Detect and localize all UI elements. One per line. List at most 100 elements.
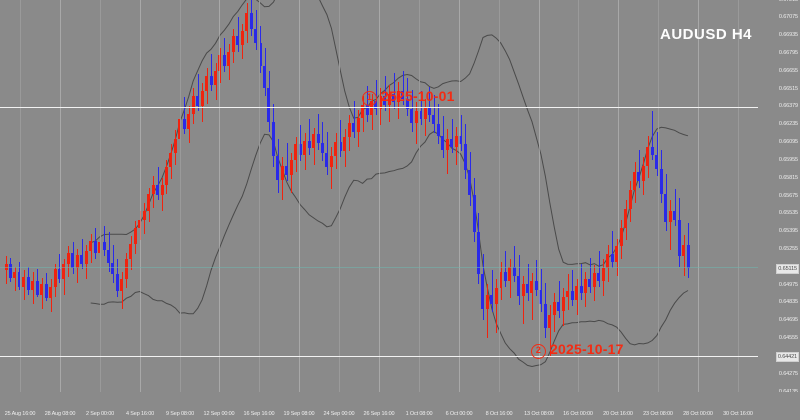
candle-wick: [581, 264, 582, 300]
candle-wick: [331, 147, 332, 189]
candle-body: [477, 232, 480, 275]
candle-body: [294, 144, 297, 160]
candle-body: [517, 275, 520, 296]
price-tick: 0.64555: [778, 335, 798, 341]
price-chart-canvas[interactable]: [0, 0, 758, 392]
candle-wick: [505, 251, 506, 287]
candle-body: [508, 266, 511, 281]
candle-body: [62, 264, 65, 280]
gridline-vertical: [180, 0, 181, 392]
candle-body: [366, 105, 369, 116]
candle-body: [664, 194, 667, 223]
candle-body: [410, 108, 413, 123]
price-axis[interactable]: 0.67215 0.67075 0.66935 0.66795 0.66655 0.665…: [758, 0, 800, 392]
candle-body: [352, 122, 355, 132]
candle-body: [169, 153, 172, 168]
time-tick: 9 Sep 08:00: [165, 411, 195, 417]
candle-body: [125, 259, 128, 280]
time-tick: 28 Oct 00:00: [683, 411, 713, 417]
gridline-vertical: [299, 0, 300, 392]
time-axis[interactable]: 25 Aug 16:00 28 Aug 08:00 2 Sep 00:00 4 Sep…: [0, 392, 800, 420]
candle-body: [437, 124, 440, 136]
candle-wick: [322, 121, 323, 161]
candle-body: [530, 280, 533, 294]
candle-body: [89, 241, 92, 252]
candle-body: [299, 144, 302, 155]
candle-wick: [675, 189, 676, 226]
candle-wick: [318, 113, 319, 150]
candle-body: [553, 302, 556, 315]
time-tick: 28 Aug 08:00: [44, 411, 76, 417]
candle-body: [272, 121, 275, 156]
candle-body: [205, 75, 208, 91]
time-tick: 6 Oct 00:00: [445, 411, 473, 417]
candle-body: [526, 284, 529, 294]
candle-body: [267, 88, 270, 122]
candle-body: [415, 111, 418, 123]
candle-body: [606, 253, 609, 268]
candle-wick: [300, 125, 301, 161]
candle-body: [192, 96, 195, 114]
candle-body: [107, 250, 110, 263]
candle-body: [495, 288, 498, 304]
candle-wick: [211, 54, 212, 91]
candle-body: [633, 172, 636, 191]
candle-wick: [559, 280, 560, 318]
gridline-vertical: [339, 0, 340, 392]
candle-body: [263, 65, 266, 89]
candle-wick: [487, 284, 488, 338]
candle-body: [370, 101, 373, 116]
candle-body: [624, 209, 627, 229]
candle-wick: [224, 37, 225, 72]
candle-body: [522, 284, 525, 296]
candle-body: [611, 253, 614, 262]
candle-wick: [447, 129, 448, 174]
candle-wick: [158, 167, 159, 201]
candle-wick: [492, 270, 493, 313]
candle-body: [116, 274, 119, 291]
candle-wick: [327, 131, 328, 175]
candle-body: [290, 159, 293, 175]
candle-body: [281, 166, 284, 181]
candle-body: [259, 42, 262, 66]
candle-wick: [59, 253, 60, 284]
candle-body: [250, 13, 253, 29]
candle-body: [446, 139, 449, 150]
gridline-vertical: [618, 0, 619, 392]
price-level-line: [0, 267, 758, 268]
time-tick: 8 Oct 16:00: [485, 411, 513, 417]
annotation-1: 1 2525-10-01: [362, 88, 455, 106]
candle-body: [651, 147, 654, 155]
candle-body: [620, 228, 623, 247]
gridline-vertical: [219, 0, 220, 392]
candle-body: [196, 96, 199, 107]
candle-body: [602, 267, 605, 281]
candle-body: [566, 290, 569, 298]
candle-body: [539, 289, 542, 304]
candle-body: [103, 242, 106, 251]
candle-body: [642, 166, 645, 182]
candle-body: [129, 243, 132, 259]
time-tick: 1 Oct 08:00: [405, 411, 433, 417]
price-tick: 0.64695: [778, 317, 798, 323]
candle-wick: [15, 266, 16, 291]
candle-wick: [528, 264, 529, 301]
candle-body: [80, 255, 83, 265]
candle-body: [571, 290, 574, 300]
candle-body: [397, 91, 400, 103]
candle-wick: [572, 270, 573, 307]
candle-wick: [496, 279, 497, 333]
candle-body: [227, 51, 230, 66]
gridline-vertical: [379, 0, 380, 392]
candle-wick: [429, 87, 430, 122]
candle-body: [678, 219, 681, 257]
symbol-title: AUDUSD H4: [659, 26, 752, 43]
candle-body: [687, 245, 690, 268]
candle-body: [303, 140, 306, 155]
gridline-vertical: [20, 0, 21, 392]
candle-body: [49, 287, 52, 299]
candle-body: [120, 279, 123, 291]
candle-body: [455, 135, 458, 147]
price-tick: 0.64975: [778, 282, 798, 288]
gridline-vertical: [259, 0, 260, 392]
